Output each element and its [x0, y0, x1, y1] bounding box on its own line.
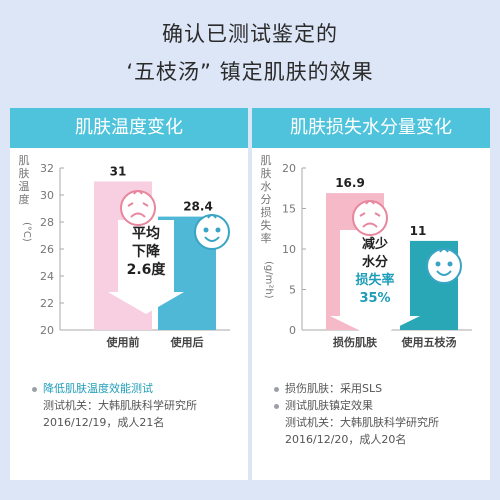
- y-axis-label-char: 肤: [19, 166, 30, 180]
- x-tick-label: 损伤肌肤: [333, 335, 378, 349]
- y-axis-label-char: 度: [19, 192, 30, 206]
- sad-baby-face-icon: [352, 200, 388, 236]
- y-axis-label: 肌肤温度: [19, 154, 30, 206]
- y-tick-label: 22: [40, 297, 54, 310]
- x-tick-label: 使用前: [106, 335, 140, 349]
- face-outline: [120, 190, 156, 226]
- note-text: 2016/12/19，成人21名: [43, 416, 165, 429]
- face-outline: [194, 214, 230, 250]
- y-tick-label: 30: [40, 189, 54, 202]
- y-axis-unit: (°C): [21, 222, 32, 242]
- note-row: 测试肌肤镇定效果: [274, 397, 439, 414]
- note-row: 损伤肌肤：采用SLS: [274, 380, 439, 397]
- y-tick-label: 10: [282, 243, 296, 256]
- callout-text: 2.6度: [127, 261, 167, 278]
- bar-value-label: 31: [110, 165, 127, 179]
- bar-value-label: 16.9: [335, 176, 365, 190]
- temperature-panel-title: 肌肤温度变化: [10, 108, 248, 148]
- temperature-panel: 肌肤温度变化 肌肤温度 (°C) 20 22 24 26 28 30 32 31 使用前 28.4 使用…: [10, 108, 248, 480]
- face-outline: [426, 248, 462, 284]
- y-axis-label-char: 损: [261, 205, 272, 219]
- face-outline: [352, 200, 388, 236]
- mouth: [204, 236, 220, 242]
- note-text: 损伤肌肤：采用SLS: [285, 382, 383, 395]
- y-axis-label-char: 温: [19, 180, 30, 193]
- y-axis-label-char: 水: [261, 180, 272, 193]
- callout-text: 损失率: [355, 272, 394, 288]
- water-loss-panel: 肌肤损失水分量变化 肌肤水分损失率 (g/m²h) 0 5 10 15 20 16.9 损伤肌肤…: [252, 108, 490, 480]
- note-row: 2016/12/19，成人21名: [32, 414, 197, 431]
- water-loss-panel-title: 肌肤损失水分量变化: [252, 108, 490, 148]
- happy-baby-face-icon: [426, 248, 462, 284]
- mouth: [362, 222, 378, 228]
- bullet-icon: [274, 403, 279, 409]
- down-arrow-callout: [330, 230, 420, 338]
- y-axis-label-char: 肌: [261, 154, 272, 167]
- callout-text: 35%: [359, 291, 390, 306]
- bar-value-label: 11: [410, 224, 427, 238]
- y-tick-label: 20: [282, 162, 296, 175]
- callout-text: 减少: [362, 236, 388, 252]
- note-row: 降低肌肤温度效能测试: [32, 380, 197, 397]
- hair-curl: [439, 248, 449, 253]
- bullet-icon: [32, 386, 37, 392]
- note-row: 2016/12/20，成人20名: [274, 431, 439, 448]
- callout-text: 下降: [132, 243, 161, 260]
- y-tick-label: 24: [40, 270, 54, 283]
- temperature-notes: 降低肌肤温度效能测试 测试机关：大韩肌肤科学研究所 2016/12/19，成人2…: [32, 380, 197, 431]
- y-axis-label-char: 肌: [19, 154, 30, 167]
- note-row: 测试机关：大韩肌肤科学研究所: [274, 414, 439, 431]
- note-text: 测试机关：大韩肌肤科学研究所: [285, 416, 439, 429]
- brow: [359, 212, 381, 217]
- happy-baby-face-icon: [194, 214, 230, 250]
- water-loss-notes: 损伤肌肤：采用SLS 测试肌肤镇定效果 测试机关：大韩肌肤科学研究所 2016/…: [274, 380, 439, 448]
- y-tick-label: 28: [40, 216, 54, 229]
- mouth: [436, 270, 452, 276]
- hair-curl: [365, 200, 375, 205]
- y-axis-unit: (g/m²h): [263, 261, 274, 299]
- note-text: 降低肌肤温度效能测试: [43, 382, 153, 395]
- y-tick-label: 5: [289, 284, 296, 297]
- eye: [203, 227, 209, 233]
- y-tick-label: 20: [40, 324, 54, 337]
- y-tick-label: 0: [289, 324, 296, 337]
- x-tick-label: 使用五枝汤: [401, 335, 457, 349]
- note-text: 2016/12/20，成人20名: [285, 433, 407, 446]
- mouth: [130, 212, 146, 218]
- y-tick-label: 32: [40, 162, 54, 175]
- callout-text: 水分: [362, 254, 388, 270]
- bullet-icon: [274, 386, 279, 392]
- headline-line-2: ‘五枝汤” 镇定肌肤的效果: [126, 60, 374, 84]
- y-axis-label-char: 分: [261, 193, 272, 206]
- down-arrow-callout: [108, 220, 184, 314]
- eye: [435, 261, 441, 267]
- y-tick-label: 26: [40, 243, 54, 256]
- eye: [215, 227, 221, 233]
- temperature-chart: 肌肤温度 (°C) 20 22 24 26 28 30 32 31 使用前 28.4 使用后 平均下降2.…: [19, 154, 230, 349]
- hair-curl: [133, 190, 143, 195]
- note-row: 测试机关：大韩肌肤科学研究所: [32, 397, 197, 414]
- y-axis-label-char: 失: [261, 219, 272, 232]
- sad-baby-face-icon: [120, 190, 156, 226]
- y-axis-label-char: 肤: [261, 166, 272, 180]
- note-text: 测试肌肤镇定效果: [285, 399, 373, 412]
- y-axis-label-char: 率: [261, 231, 272, 245]
- brow: [127, 202, 149, 207]
- y-tick-label: 15: [282, 203, 296, 216]
- note-text: 测试机关：大韩肌肤科学研究所: [43, 399, 197, 412]
- x-tick-label: 使用后: [170, 335, 204, 349]
- headline-line-1: 确认已测试鉴定的: [162, 22, 338, 46]
- water-loss-chart: 肌肤水分损失率(g/m²h)0510152016.9损伤肌肤11使用五枝汤减少水…: [261, 154, 472, 349]
- bar-value-label: 28.4: [183, 200, 213, 214]
- hair-curl: [207, 214, 217, 219]
- eye: [447, 261, 453, 267]
- callout-text: 平均: [132, 225, 160, 242]
